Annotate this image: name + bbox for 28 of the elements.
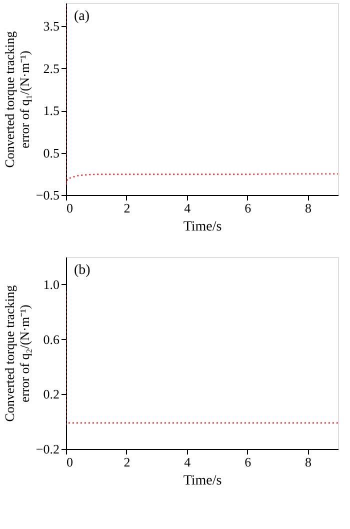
x-tick-label: 8 (305, 454, 312, 470)
line-series (66, 4, 338, 186)
y-tick-label: 0.6 (43, 332, 60, 347)
y-tick-label: 1.5 (43, 103, 60, 118)
x-tick-label: 4 (184, 200, 192, 216)
text: Converted torque tracking (2, 285, 17, 422)
x-tick-label: 8 (305, 200, 312, 216)
x-tick-label: 0 (66, 454, 73, 470)
x-axis-title: Time/s (183, 474, 222, 488)
x-tick-label: 2 (124, 454, 130, 470)
y-tick-label: 0.5 (43, 145, 60, 160)
text: error of q₂/(N·m⁻¹) (16, 304, 32, 402)
y-tick-label: 0.2 (43, 386, 60, 402)
y-tick-label: 1.0 (43, 276, 60, 292)
x-axis-title: Time/s (183, 220, 222, 234)
annotation: (b) (74, 263, 91, 278)
text: error of q₁/(N·m⁻¹) (16, 50, 32, 148)
y-tick-label: 3.5 (43, 18, 60, 34)
text: Converted torque tracking (2, 31, 17, 168)
annotation: (a) (74, 9, 90, 24)
y-tick-label: −0.2 (36, 442, 60, 456)
x-tick-label: 6 (244, 200, 252, 216)
y-tick-label: −0.5 (36, 188, 60, 202)
y-tick-label: 2.5 (43, 60, 60, 76)
x-tick-label: 2 (124, 200, 130, 216)
x-tick-label: 0 (66, 200, 73, 216)
x-tick-label: 4 (184, 454, 192, 470)
x-tick-label: 6 (244, 454, 252, 470)
